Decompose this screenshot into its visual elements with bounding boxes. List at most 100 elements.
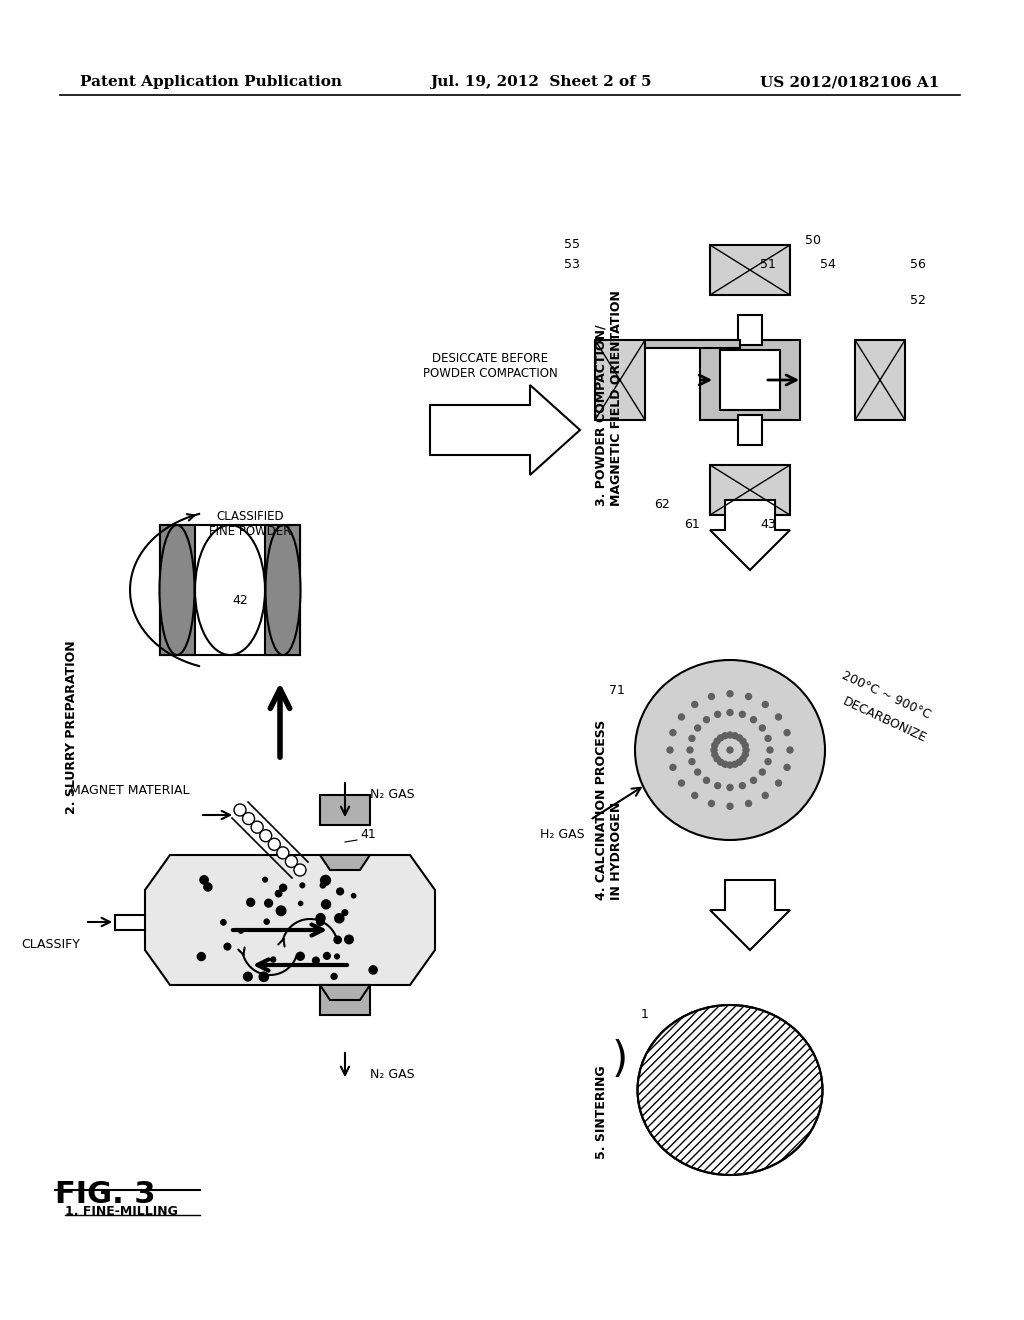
Ellipse shape [635,660,825,840]
Text: 41: 41 [360,829,376,842]
Circle shape [200,875,208,884]
Ellipse shape [195,525,265,655]
Text: DESICCATE BEFORE
POWDER COMPACTION: DESICCATE BEFORE POWDER COMPACTION [423,352,557,380]
Circle shape [727,747,733,752]
Ellipse shape [265,525,300,655]
Circle shape [260,830,271,842]
Polygon shape [710,500,790,570]
Circle shape [689,735,695,742]
Bar [160,525,300,655]
Circle shape [765,735,771,742]
Circle shape [264,899,272,907]
Circle shape [775,714,781,719]
Text: 1. FINE-MILLING: 1. FINE-MILLING [65,1205,178,1218]
Text: 50: 50 [805,234,821,247]
Polygon shape [430,385,580,475]
Circle shape [714,738,720,744]
Circle shape [694,725,700,731]
Circle shape [264,919,269,924]
Bar [738,414,762,445]
Bar [700,341,800,420]
Text: N₂ GAS: N₂ GAS [370,788,415,801]
Circle shape [775,780,781,787]
Circle shape [732,762,738,767]
Circle shape [767,747,773,752]
Text: 43: 43 [760,519,776,532]
Bar [645,341,740,348]
Circle shape [739,711,745,717]
Circle shape [687,747,693,752]
Circle shape [198,953,206,961]
Circle shape [670,764,676,771]
Text: 54: 54 [820,259,836,272]
Circle shape [692,792,697,799]
Bar [319,795,370,825]
Text: 55: 55 [564,239,580,252]
Circle shape [718,759,724,766]
Circle shape [299,902,303,906]
Bar [738,315,762,345]
Circle shape [745,693,752,700]
Text: CLASSIFIED
FINE POWDER: CLASSIFIED FINE POWDER [209,510,291,539]
Circle shape [727,733,733,738]
Circle shape [345,935,353,944]
Circle shape [740,738,745,744]
Circle shape [335,913,344,923]
Polygon shape [319,855,370,870]
Text: 51: 51 [760,259,776,272]
Bar [720,350,780,411]
Circle shape [711,747,717,752]
Circle shape [324,953,331,960]
Bar [319,985,370,1015]
Ellipse shape [638,1005,822,1175]
Circle shape [259,972,268,982]
Circle shape [762,701,768,708]
Text: 2. SLURRY PREPARATION: 2. SLURRY PREPARATION [65,640,78,813]
Bar [595,341,645,420]
Circle shape [244,973,252,981]
Circle shape [276,906,286,916]
Circle shape [275,891,282,896]
Circle shape [740,756,745,762]
Circle shape [732,733,738,739]
Text: Jul. 19, 2012  Sheet 2 of 5: Jul. 19, 2012 Sheet 2 of 5 [430,75,651,88]
Circle shape [727,762,733,768]
Circle shape [715,711,721,717]
Circle shape [760,770,765,775]
Circle shape [239,929,243,933]
Bar [710,246,790,294]
Circle shape [321,883,326,888]
Circle shape [739,783,745,788]
Text: 52: 52 [910,293,926,306]
Circle shape [335,954,339,958]
Text: 56: 56 [910,259,926,272]
Polygon shape [710,880,790,950]
Circle shape [321,875,331,886]
Circle shape [294,865,306,876]
Circle shape [765,759,771,764]
Circle shape [742,751,749,758]
Circle shape [667,747,673,752]
Circle shape [679,780,684,787]
Circle shape [337,888,343,895]
Text: MAGNET MATERIAL: MAGNET MATERIAL [71,784,190,796]
Text: 42: 42 [232,594,248,606]
Circle shape [715,783,721,788]
Circle shape [745,800,752,807]
Bar [160,525,195,655]
Circle shape [727,784,733,791]
Circle shape [286,855,297,867]
Text: 5. SINTERING: 5. SINTERING [595,1065,608,1159]
Text: Patent Application Publication: Patent Application Publication [80,75,342,88]
Circle shape [787,747,793,752]
Text: US 2012/0182106 A1: US 2012/0182106 A1 [760,75,939,88]
Text: 4. CALCINATION PROCESS
IN HYDROGEN: 4. CALCINATION PROCESS IN HYDROGEN [595,719,623,900]
Text: 71: 71 [609,684,625,697]
Circle shape [718,735,724,741]
Circle shape [296,952,304,960]
Circle shape [351,894,355,898]
Circle shape [736,759,742,766]
Circle shape [760,725,765,731]
Text: 3. POWDER COMPACTION/
MAGNETIC FIELD ORIENTATION: 3. POWDER COMPACTION/ MAGNETIC FIELD ORI… [595,290,623,506]
Circle shape [727,710,733,715]
